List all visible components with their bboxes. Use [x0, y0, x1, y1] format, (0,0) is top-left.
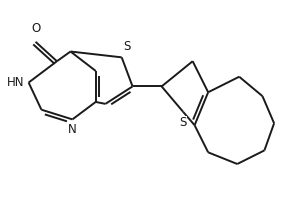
Text: O: O: [31, 22, 40, 35]
Text: N: N: [68, 123, 77, 136]
Text: S: S: [124, 40, 131, 53]
Text: HN: HN: [7, 76, 25, 89]
Text: S: S: [179, 116, 187, 129]
